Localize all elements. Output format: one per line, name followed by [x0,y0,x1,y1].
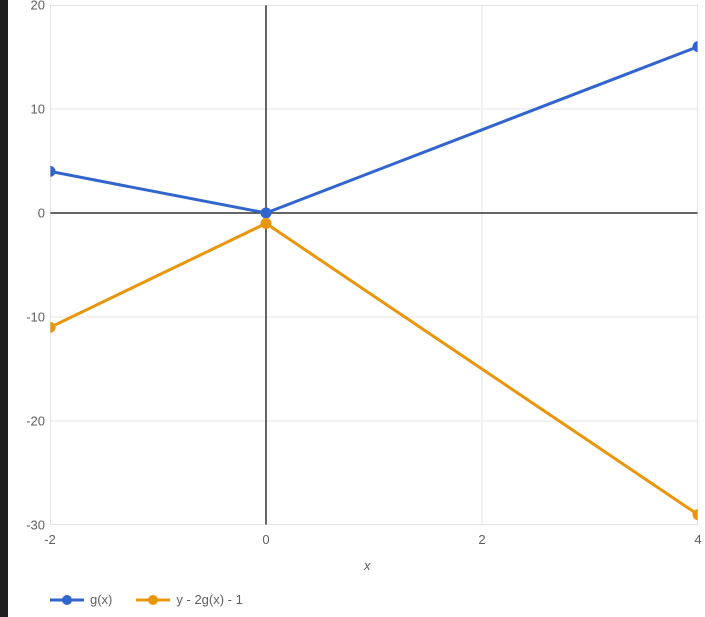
legend: g(x) y - 2g(x) - 1 [50,592,243,607]
legend-swatch-gx [50,593,84,607]
y-tick-label: -20 [15,414,45,429]
x-tick-label: -2 [35,532,65,547]
y-tick-label: -30 [15,518,45,533]
left-sidebar [0,0,8,617]
legend-label: y - 2g(x) - 1 [176,592,242,607]
legend-swatch-y2gx1 [136,593,170,607]
x-tick-label: 2 [467,532,497,547]
chart-container: -30-20-1001020 -2024 x g(x) y - 2g(x) - … [8,0,705,617]
y-tick-label: 20 [15,0,45,13]
y-tick-label: 10 [15,102,45,117]
x-axis-title: x [364,558,371,573]
x-tick-label: 0 [251,532,281,547]
legend-item-y2gx1: y - 2g(x) - 1 [136,592,242,607]
chart-plot [50,5,698,525]
x-tick-label: 4 [683,532,705,547]
y-tick-label: 0 [15,206,45,221]
y-tick-label: -10 [15,310,45,325]
legend-label: g(x) [90,592,112,607]
legend-item-gx: g(x) [50,592,112,607]
